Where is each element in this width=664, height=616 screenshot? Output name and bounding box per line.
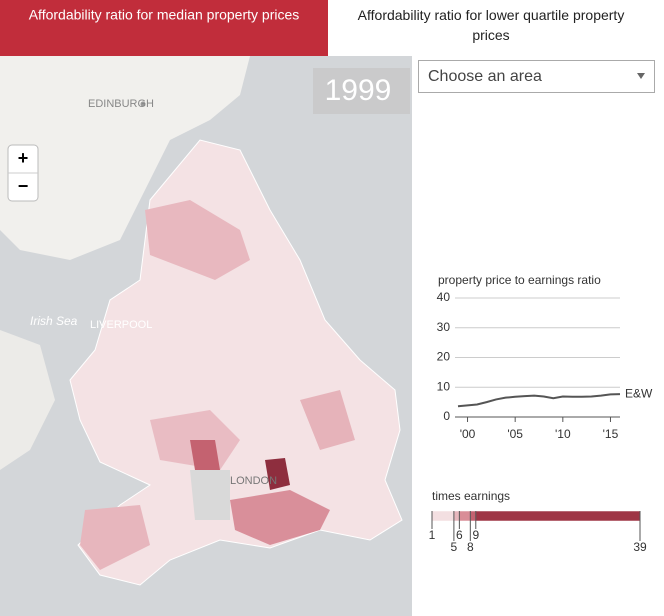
dropdown-label[interactable]: Choose an area bbox=[428, 68, 542, 85]
dropdown-arrow[interactable] bbox=[637, 73, 645, 79]
legend-swatch bbox=[431, 510, 455, 522]
line bbox=[457, 393, 621, 408]
zoom-out[interactable]: − bbox=[18, 176, 29, 196]
x-tick-label: '10 bbox=[555, 427, 571, 441]
y-tick-label: 20 bbox=[437, 350, 451, 364]
legend-title: times earnings bbox=[432, 489, 510, 503]
legend-label: 5 bbox=[451, 540, 458, 554]
legend-label: 8 bbox=[467, 540, 474, 554]
series-label: E&W bbox=[625, 386, 653, 400]
region bbox=[190, 440, 220, 470]
tab-label[interactable]: Affordability ratio for lower quartile p… bbox=[358, 7, 625, 43]
land-ireland bbox=[0, 330, 55, 470]
tab-active[interactable] bbox=[0, 0, 328, 56]
legend-swatch bbox=[470, 510, 477, 522]
chart-title: property price to earnings ratio bbox=[438, 273, 601, 287]
legend-swatch bbox=[459, 510, 471, 522]
map-label: Irish Sea bbox=[30, 314, 78, 328]
y-tick-label: 10 bbox=[437, 379, 451, 393]
region bbox=[300, 390, 355, 450]
year: 1999 bbox=[325, 74, 392, 107]
region bbox=[265, 458, 290, 490]
map-label: LIVERPOOL bbox=[90, 319, 152, 331]
tab-label[interactable]: Affordability ratio for median property … bbox=[29, 7, 300, 23]
region bbox=[190, 470, 230, 520]
x-tick-label: '15 bbox=[603, 427, 619, 441]
legend-label: 9 bbox=[472, 528, 479, 542]
legend-label: 6 bbox=[456, 528, 463, 542]
map[interactable]: EDINBURGH Irish Sea LIVERPOOL LONDON bbox=[0, 56, 412, 616]
map-label: EDINBURGH bbox=[88, 98, 154, 110]
city-dot bbox=[140, 101, 146, 107]
legend-label: 39 bbox=[633, 540, 647, 554]
x-tick-label: '00 bbox=[460, 427, 476, 441]
legend-swatch bbox=[453, 510, 460, 522]
map-label: LONDON bbox=[230, 475, 277, 487]
dropdown[interactable] bbox=[418, 60, 655, 93]
y-tick-label: 30 bbox=[437, 320, 451, 334]
region bbox=[230, 490, 330, 545]
legend-swatch bbox=[475, 510, 641, 522]
zoom-in[interactable]: + bbox=[18, 148, 29, 168]
land-scotland bbox=[0, 56, 250, 260]
x-tick-label: '05 bbox=[507, 427, 523, 441]
year-box bbox=[313, 68, 410, 114]
region bbox=[145, 200, 250, 280]
y-tick-label: 0 bbox=[443, 409, 450, 423]
region bbox=[80, 505, 150, 570]
legend-label: 1 bbox=[429, 528, 436, 542]
y-tick-label: 40 bbox=[437, 290, 451, 304]
